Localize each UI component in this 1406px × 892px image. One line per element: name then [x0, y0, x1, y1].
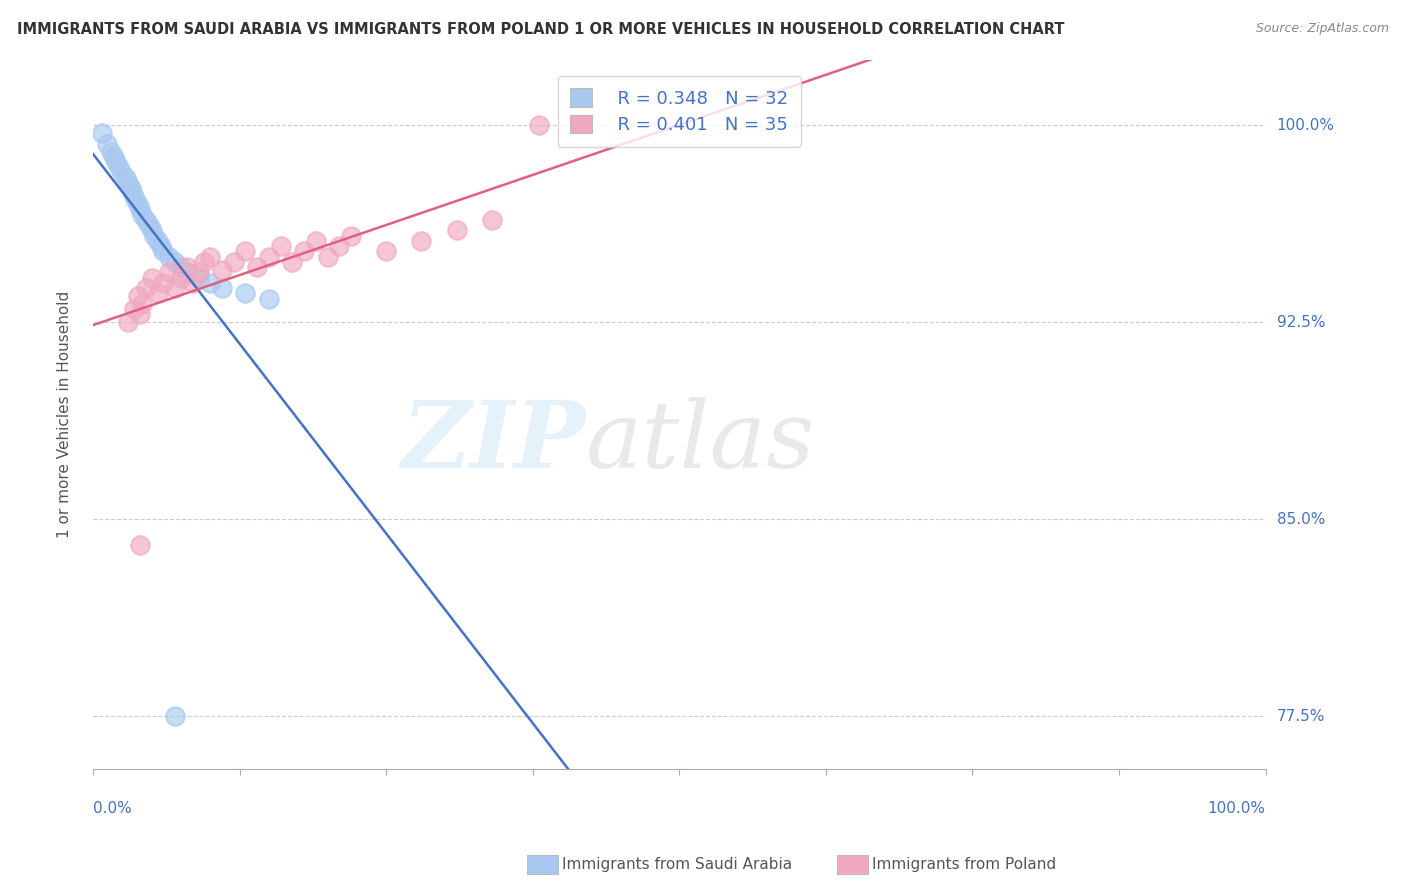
Point	[200, 276, 222, 290]
Text: 92.5%: 92.5%	[1277, 315, 1326, 330]
Point	[157, 265, 180, 279]
Point	[150, 239, 173, 253]
Point	[117, 176, 139, 190]
Point	[146, 286, 169, 301]
Point	[316, 250, 339, 264]
Point	[91, 126, 114, 140]
Point	[146, 234, 169, 248]
Point	[257, 292, 280, 306]
Point	[108, 161, 131, 175]
Point	[176, 265, 198, 279]
Point	[187, 270, 209, 285]
Point	[135, 281, 157, 295]
Point	[181, 276, 204, 290]
Point	[100, 145, 122, 159]
Point	[124, 192, 146, 206]
Point	[200, 250, 222, 264]
Point	[111, 165, 134, 179]
Text: Source: ZipAtlas.com: Source: ZipAtlas.com	[1256, 22, 1389, 36]
Point	[222, 255, 245, 269]
Text: 85.0%: 85.0%	[1277, 512, 1324, 526]
Point	[446, 223, 468, 237]
Point	[103, 150, 125, 164]
Point	[292, 244, 315, 259]
Point	[138, 218, 160, 232]
Point	[135, 212, 157, 227]
Point	[270, 239, 292, 253]
Point	[246, 260, 269, 274]
Point	[165, 709, 187, 723]
Text: Immigrants from Poland: Immigrants from Poland	[872, 857, 1056, 871]
Text: 100.0%: 100.0%	[1277, 118, 1334, 133]
Point	[187, 265, 209, 279]
Point	[129, 202, 152, 217]
Point	[152, 276, 174, 290]
Point	[152, 244, 174, 259]
Text: 77.5%: 77.5%	[1277, 708, 1324, 723]
Point	[170, 270, 193, 285]
Point	[115, 170, 138, 185]
Y-axis label: 1 or more Vehicles in Household: 1 or more Vehicles in Household	[58, 291, 72, 538]
Point	[257, 250, 280, 264]
Point	[127, 289, 149, 303]
Point	[117, 315, 139, 329]
Point	[235, 286, 257, 301]
Text: atlas: atlas	[585, 398, 815, 488]
Point	[193, 255, 215, 269]
Point	[141, 223, 163, 237]
Text: IMMIGRANTS FROM SAUDI ARABIA VS IMMIGRANTS FROM POLAND 1 OR MORE VEHICLES IN HOU: IMMIGRANTS FROM SAUDI ARABIA VS IMMIGRAN…	[17, 22, 1064, 37]
Point	[141, 270, 163, 285]
Point	[481, 212, 503, 227]
Point	[127, 197, 149, 211]
Text: 100.0%: 100.0%	[1208, 800, 1265, 815]
Point	[129, 307, 152, 321]
Point	[170, 260, 193, 274]
Text: Immigrants from Saudi Arabia: Immigrants from Saudi Arabia	[562, 857, 793, 871]
Point	[235, 244, 257, 259]
Point	[131, 208, 153, 222]
Point	[105, 155, 128, 169]
Text: ZIP: ZIP	[401, 398, 585, 488]
Point	[165, 281, 187, 295]
Point	[375, 244, 398, 259]
Point	[176, 260, 198, 274]
Point	[411, 234, 433, 248]
Legend:   R = 0.348   N = 32,   R = 0.401   N = 35: R = 0.348 N = 32, R = 0.401 N = 35	[558, 76, 801, 147]
Point	[211, 262, 233, 277]
Point	[96, 136, 118, 151]
Point	[340, 228, 363, 243]
Point	[120, 181, 142, 195]
Point	[328, 239, 350, 253]
Point	[122, 186, 145, 201]
Point	[157, 250, 180, 264]
Point	[211, 281, 233, 295]
Point	[143, 228, 166, 243]
Point	[122, 302, 145, 317]
Point	[281, 255, 304, 269]
Point	[131, 297, 153, 311]
Text: 0.0%: 0.0%	[93, 800, 132, 815]
Point	[165, 255, 187, 269]
Point	[129, 538, 152, 552]
Point	[305, 234, 328, 248]
Point	[527, 118, 550, 132]
